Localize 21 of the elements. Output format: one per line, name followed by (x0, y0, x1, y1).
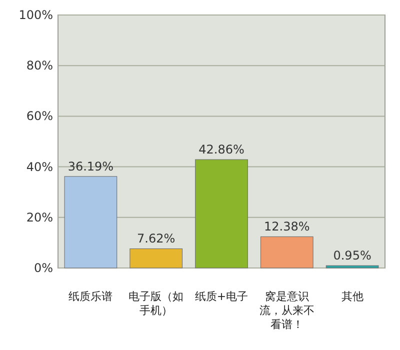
data-label: 0.95% (333, 248, 372, 263)
x-tick-label: 电子版（如手机） (128, 290, 185, 318)
data-label: 12.38% (264, 220, 310, 234)
x-tick-label: 窝是意识流，从来不看谱！ (258, 290, 316, 332)
y-tick-label: 60% (26, 109, 53, 124)
y-tick-label: 40% (26, 160, 53, 174)
y-tick-label: 0% (34, 261, 53, 275)
data-label: 7.62% (137, 232, 176, 246)
data-label: 36.19% (68, 159, 114, 174)
x-tick-label: 其他 (340, 290, 364, 304)
y-tick-label: 100% (18, 8, 53, 22)
y-tick-label: 20% (26, 210, 53, 224)
y-tick-label: 80% (26, 58, 53, 73)
x-tick-label: 纸质乐谱 (68, 290, 114, 304)
bar (260, 236, 314, 268)
bar (195, 159, 248, 268)
x-tick-label: 纸质+电子 (194, 290, 250, 304)
bar (64, 176, 118, 268)
bar (326, 265, 379, 268)
data-label: 42.86% (198, 142, 244, 157)
bar (130, 248, 183, 268)
